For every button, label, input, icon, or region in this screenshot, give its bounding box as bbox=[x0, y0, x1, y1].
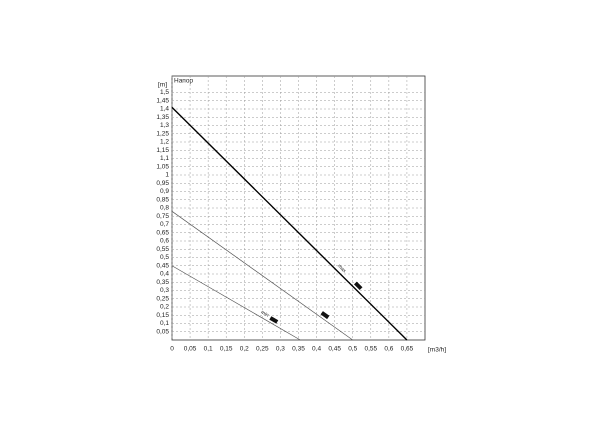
line-label: min bbox=[260, 309, 270, 318]
y-tick-label: 0,3 bbox=[160, 287, 169, 294]
y-tick-label: 1,25 bbox=[156, 130, 169, 137]
x-tick-label: 0,3 bbox=[276, 346, 285, 353]
x-tick-label: 0,35 bbox=[292, 346, 305, 353]
y-tick-label: 0,1 bbox=[160, 320, 169, 327]
y-tick-label: 0,95 bbox=[156, 180, 169, 187]
y-tick-label: 1,35 bbox=[156, 114, 169, 121]
marker bbox=[320, 311, 330, 320]
line bbox=[171, 106, 408, 341]
y-tick-label: 0,25 bbox=[156, 295, 169, 302]
y-tick-label: 0,6 bbox=[160, 238, 169, 245]
chart-title: Напор bbox=[174, 78, 193, 85]
y-tick-label: 1,1 bbox=[160, 155, 169, 162]
y-tick-label: 1,45 bbox=[156, 97, 169, 104]
y-tick-label: 0,5 bbox=[160, 254, 169, 261]
x-axis-label: [m3/h] bbox=[428, 347, 446, 354]
y-tick-label: 0,9 bbox=[160, 188, 169, 195]
y-tick-label: 1,3 bbox=[160, 122, 169, 129]
x-tick-label: 0,6 bbox=[384, 346, 393, 353]
y-tick-label: 0,05 bbox=[156, 328, 169, 335]
y-tick-label: 1,5 bbox=[160, 89, 169, 96]
marker bbox=[353, 281, 363, 291]
x-tick-label: 0,4 bbox=[312, 346, 321, 353]
x-tick-label: 0,1 bbox=[204, 346, 213, 353]
line bbox=[171, 265, 301, 341]
x-tick-label: 0,2 bbox=[240, 346, 249, 353]
y-tick-label: 0,15 bbox=[156, 312, 169, 319]
x-tick-label: 0,45 bbox=[328, 346, 341, 353]
y-tick-label: 0,7 bbox=[160, 221, 169, 228]
x-tick-label: 0,5 bbox=[348, 346, 357, 353]
y-tick-label: 0,2 bbox=[160, 304, 169, 311]
y-tick-label: 1,4 bbox=[160, 106, 169, 113]
y-tick-label: 0,75 bbox=[156, 213, 169, 220]
y-tick-label: 0,8 bbox=[160, 205, 169, 212]
y-tick-label: 0,4 bbox=[160, 271, 169, 278]
x-tick-label: 0,05 bbox=[184, 346, 197, 353]
line-label: max bbox=[336, 263, 347, 274]
x-tick-label: 0,15 bbox=[220, 346, 233, 353]
y-tick-label: 1,15 bbox=[156, 147, 169, 154]
y-axis-label: [m] bbox=[158, 82, 167, 89]
y-tick-label: 0,65 bbox=[156, 229, 169, 236]
x-tick-label: 0,25 bbox=[256, 346, 269, 353]
y-tick-label: 0,55 bbox=[156, 246, 169, 253]
y-tick-label: 0,35 bbox=[156, 279, 169, 286]
y-tick-label: 1,2 bbox=[160, 139, 169, 146]
y-tick-label: 1 bbox=[165, 172, 169, 179]
y-tick-label: 0,45 bbox=[156, 262, 169, 269]
line bbox=[171, 211, 353, 341]
y-tick-label: 1,05 bbox=[156, 163, 169, 170]
x-tick-label: 0,55 bbox=[364, 346, 377, 353]
marker bbox=[269, 316, 279, 324]
x-tick-label: 0 bbox=[170, 346, 174, 353]
x-tick-label: 0,65 bbox=[401, 346, 414, 353]
y-tick-label: 0,85 bbox=[156, 196, 169, 203]
